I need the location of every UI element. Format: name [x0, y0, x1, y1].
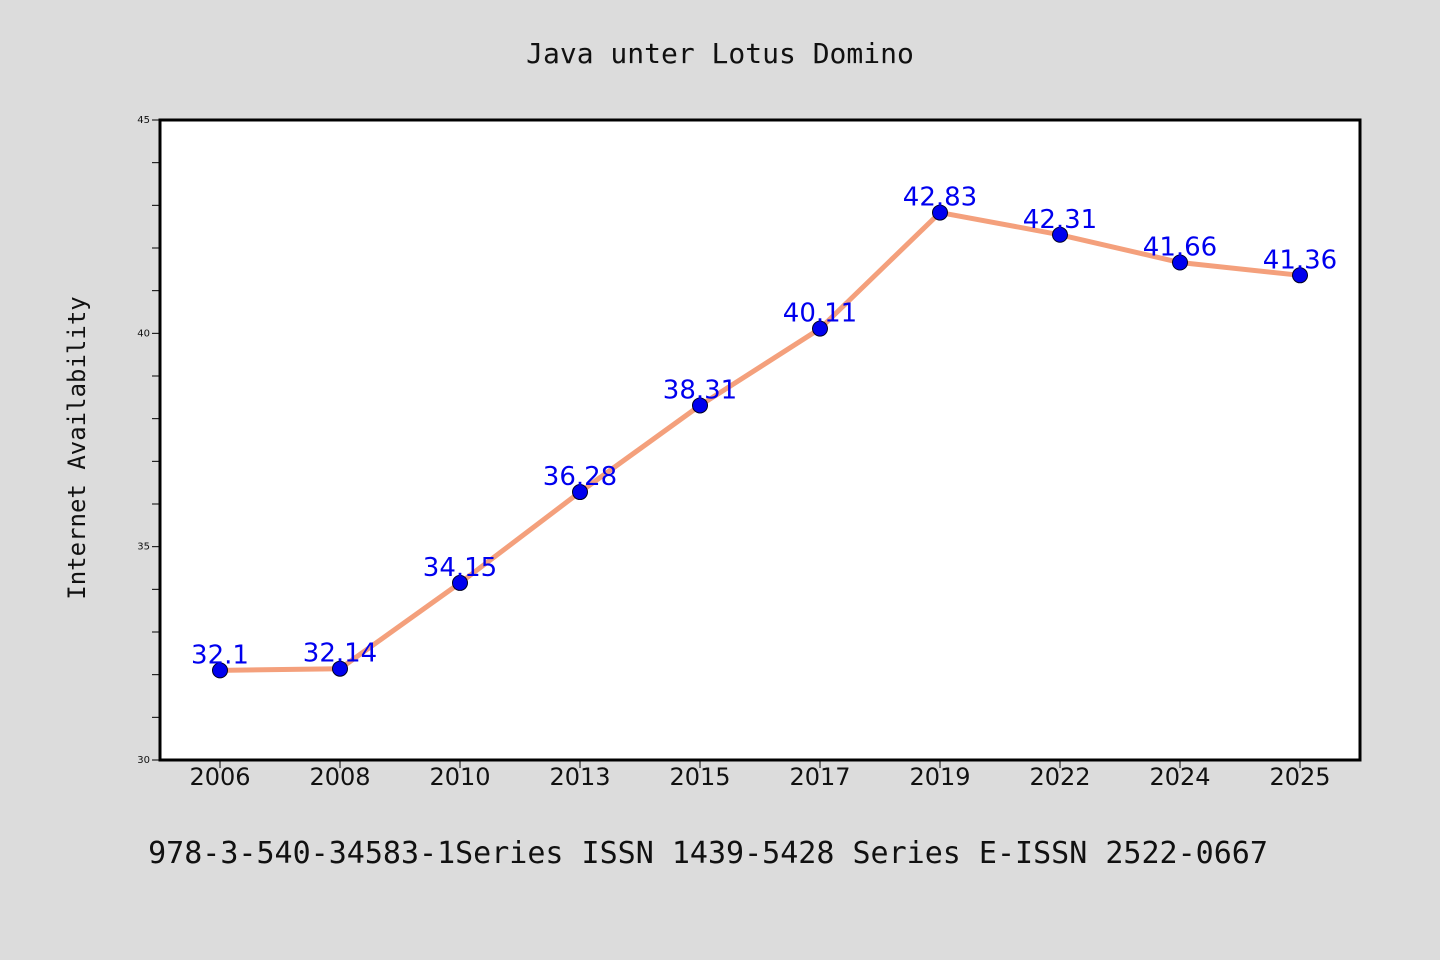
series-line [219, 210, 1301, 673]
data-label: 36.28 [543, 462, 617, 492]
data-point [812, 320, 828, 337]
data-label: 38.31 [663, 375, 737, 405]
data-point [692, 397, 708, 414]
data-point [1052, 226, 1068, 243]
data-point [212, 662, 228, 679]
y-tick-label: 30 [137, 755, 150, 766]
y-tick-label: 40 [137, 328, 150, 339]
data-label: 32.1 [191, 640, 249, 670]
footer-isbn-issn: 978-3-540-34583-1Series ISSN 1439-5428 S… [148, 836, 1268, 871]
x-tick-label: 2024 [1149, 763, 1210, 791]
data-point [332, 660, 348, 677]
x-tick-label: 2017 [789, 763, 850, 791]
y-tick-label: 45 [137, 115, 150, 126]
data-point [572, 484, 588, 501]
x-tick-label: 2008 [309, 763, 370, 791]
data-label: 41.36 [1263, 245, 1337, 275]
data-label: 42.83 [903, 183, 977, 213]
data-point [1292, 267, 1308, 284]
data-label: 32.14 [303, 639, 377, 669]
data-label: 34.15 [423, 553, 497, 583]
x-tick-label: 2025 [1269, 763, 1330, 791]
x-tick-label: 2019 [909, 763, 970, 791]
y-tick-label: 35 [137, 542, 150, 553]
data-point [932, 204, 948, 221]
series-layer: 32.1 32.14 34.15 36.28 38.31 40.11 42.83 42.31 4… [191, 183, 1337, 679]
data-label: 40.11 [783, 299, 857, 329]
y-axis-label: Internet Availability [63, 296, 91, 599]
x-tick-label: 2013 [549, 763, 610, 791]
data-label: 41.66 [1143, 233, 1217, 263]
x-tick-label: 2006 [189, 763, 250, 791]
data-point [1172, 254, 1188, 271]
x-axis: 2006 2008 2010 2013 2015 2017 2019 2022 2024 2025 [189, 760, 1331, 791]
y-axis: 30 35 40 45 [137, 115, 160, 766]
data-point [452, 574, 468, 591]
x-tick-label: 2015 [669, 763, 730, 791]
chart-title: Java unter Lotus Domino [526, 37, 914, 70]
x-tick-label: 2010 [429, 763, 490, 791]
data-label: 42.31 [1023, 205, 1097, 235]
x-tick-label: 2022 [1029, 763, 1090, 791]
